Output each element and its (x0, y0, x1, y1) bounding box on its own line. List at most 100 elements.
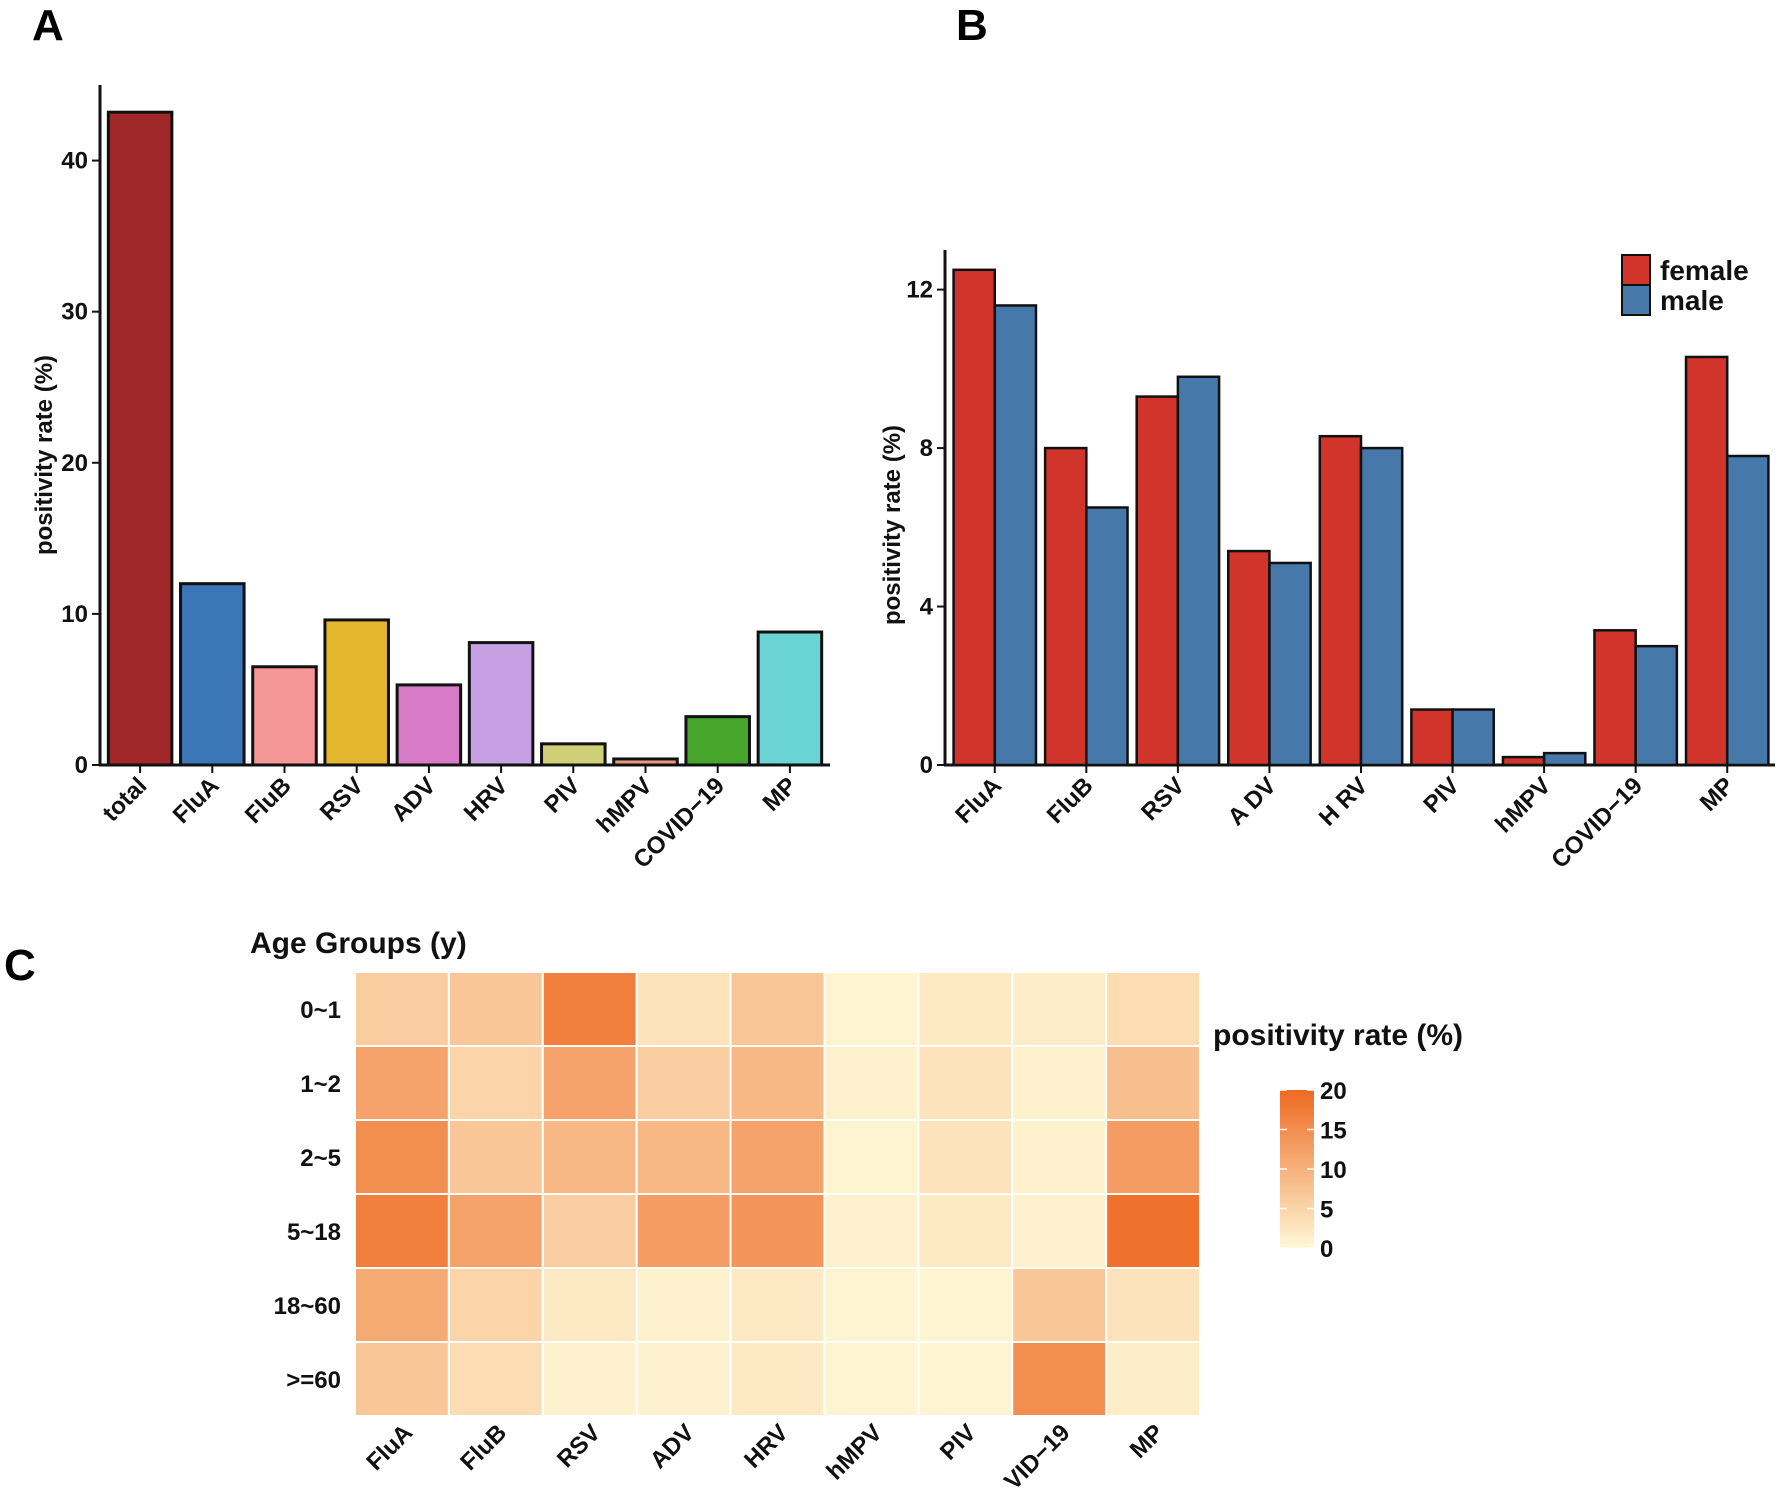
heatmap-cell-2-5 (823, 1119, 920, 1195)
heatmap-cell-1-1 (447, 1045, 544, 1121)
chart-a-bar-3 (323, 618, 390, 767)
chart-c: Age Groups (y) positivity rate (%) 0~1 1~… (250, 927, 1463, 1495)
chart-b-x-tick-label: hMPV (1490, 772, 1556, 838)
chart-a-x-tick-label: HRV (459, 772, 514, 827)
heatmap-cell-3-6 (917, 1193, 1014, 1269)
chart-b-y-tick-label: 12 (906, 277, 933, 304)
chart-b-legend-label-male: male (1660, 285, 1724, 316)
heatmap-cell-4-1 (447, 1267, 544, 1343)
chart-a-x-tick-label: PIV (539, 772, 585, 818)
heatmap-row-label: >=60 (286, 1367, 341, 1394)
heatmap-cell-4-7 (1011, 1267, 1108, 1343)
chart-b-y-tick-label: 4 (920, 594, 934, 621)
heatmap-cell-5-1 (447, 1341, 544, 1417)
chart-a-x-tick-label: RSV (315, 772, 369, 826)
chart-b-x-tick-label: A DV (1223, 772, 1282, 831)
chart-b-bar-male-4 (1359, 446, 1404, 767)
heatmap-cell-5-5 (823, 1341, 920, 1417)
chart-a-y-tick-label: 20 (61, 450, 88, 477)
heatmap-cell-5-7 (1011, 1341, 1108, 1417)
chart-b-bar-male-3 (1268, 561, 1312, 767)
heatmap-cell-2-3 (635, 1119, 732, 1195)
chart-a-bar-2 (251, 665, 318, 767)
heatmap-row-label: 18~60 (274, 1293, 341, 1320)
chart-b-legend-swatch-male (1621, 284, 1651, 316)
heatmap-col-label: FluB (455, 1419, 512, 1476)
panel-label-a: A (32, 1, 64, 50)
chart-a-y-tick-label: 10 (61, 601, 88, 628)
colorbar-tick-label: 0 (1320, 1236, 1333, 1263)
chart-b-bar-female-6 (1501, 755, 1546, 767)
heatmap-col-label: PIV (935, 1419, 981, 1465)
chart-b-x-tick-label: MP (1695, 772, 1740, 817)
heatmap-cell-5-4 (729, 1341, 826, 1417)
chart-b-x-tick-label: RSV (1136, 772, 1190, 826)
chart-a-y-tick-label: 40 (61, 148, 88, 175)
heatmap-cell-5-3 (635, 1341, 732, 1417)
heatmap-cell-1-0 (354, 1045, 450, 1121)
heatmap-cell-3-2 (541, 1193, 638, 1269)
heatmap-cell-1-6 (917, 1045, 1014, 1121)
chart-a-bar-4 (395, 683, 463, 767)
heatmap-cell-3-8 (1105, 1193, 1201, 1269)
heatmap-cell-0-8 (1105, 971, 1201, 1047)
panel-label-b: B (956, 1, 988, 50)
chart-b-bar-male-5 (1451, 708, 1496, 767)
chart-a-y-tick-label: 30 (61, 299, 88, 326)
chart-b-bar-male-2 (1176, 375, 1221, 767)
heatmap-row-label: 1~2 (300, 1071, 341, 1098)
chart-b-bar-male-0 (993, 304, 1038, 767)
chart-a-bar-7 (612, 757, 679, 767)
heatmap-cell-2-4 (729, 1119, 826, 1195)
heatmap-cell-3-7 (1011, 1193, 1108, 1269)
heatmap-cell-1-4 (729, 1045, 826, 1121)
heatmap-cell-3-4 (729, 1193, 826, 1269)
chart-b-y-axis-title: positivity rate (%) (879, 425, 906, 625)
heatmap-col-label: MP (1125, 1419, 1170, 1464)
chart-b-bar-female-1 (1043, 446, 1088, 767)
heatmap-cell-2-0 (354, 1119, 450, 1195)
heatmap-cell-2-2 (541, 1119, 638, 1195)
heatmap-cell-4-3 (635, 1267, 732, 1343)
chart-b-bar-male-8 (1725, 454, 1770, 767)
heatmap-col-label: hMPV (821, 1419, 887, 1485)
colorbar-tick-label: 20 (1320, 1078, 1347, 1105)
heatmap-cell-0-1 (447, 971, 544, 1047)
chart-a-bar-8 (684, 715, 751, 767)
heatmap-cell-1-7 (1011, 1045, 1108, 1121)
heatmap-cell-1-5 (823, 1045, 920, 1121)
heatmap-cell-4-4 (729, 1267, 826, 1343)
heatmap-cell-0-3 (635, 971, 732, 1047)
chart-b-bar-female-8 (1684, 355, 1729, 767)
heatmap-cell-4-5 (823, 1267, 920, 1343)
heatmap-cell-2-7 (1011, 1119, 1108, 1195)
chart-b-bar-female-0 (952, 268, 997, 767)
heatmap-title: Age Groups (y) (250, 927, 467, 960)
chart-a-bar-0 (106, 110, 174, 767)
chart-b-bar-male-7 (1634, 644, 1679, 767)
chart-b-bar-male-6 (1542, 751, 1587, 767)
chart-b-bar-female-4 (1318, 434, 1363, 767)
chart-b-legend-label-female: female (1660, 255, 1749, 286)
heatmap-cell-0-6 (917, 971, 1014, 1047)
heatmap-cell-0-2 (541, 971, 638, 1047)
panel-label-c: C (4, 941, 36, 990)
colorbar-title: positivity rate (%) (1213, 1019, 1463, 1052)
chart-a-x-tick-label: FluB (240, 772, 297, 829)
heatmap-col-label: ADV (645, 1419, 700, 1474)
heatmap-cell-2-8 (1105, 1119, 1201, 1195)
chart-b-bar-male-1 (1085, 506, 1129, 767)
chart-b-x-tick-label: PIV (1418, 772, 1464, 818)
heatmap-cell-0-4 (729, 971, 826, 1047)
chart-a-y-tick-label: 0 (75, 752, 88, 779)
chart-a-x-tick-label: FluA (168, 772, 225, 829)
chart-a: positivity rate (%) 0 10 20 30 40 total FluA Fl… (31, 85, 830, 874)
colorbar-tick-label: 5 (1320, 1197, 1333, 1224)
heatmap-cell-5-6 (917, 1341, 1014, 1417)
heatmap-cell-1-3 (635, 1045, 732, 1121)
chart-b: positivity rate (%) 0 4 8 12 FluA FluB RSV A DV… (879, 250, 1775, 874)
heatmap-cell-2-1 (447, 1119, 544, 1195)
heatmap-col-label: VID−19 (999, 1419, 1075, 1495)
heatmap-cell-0-0 (354, 971, 450, 1047)
